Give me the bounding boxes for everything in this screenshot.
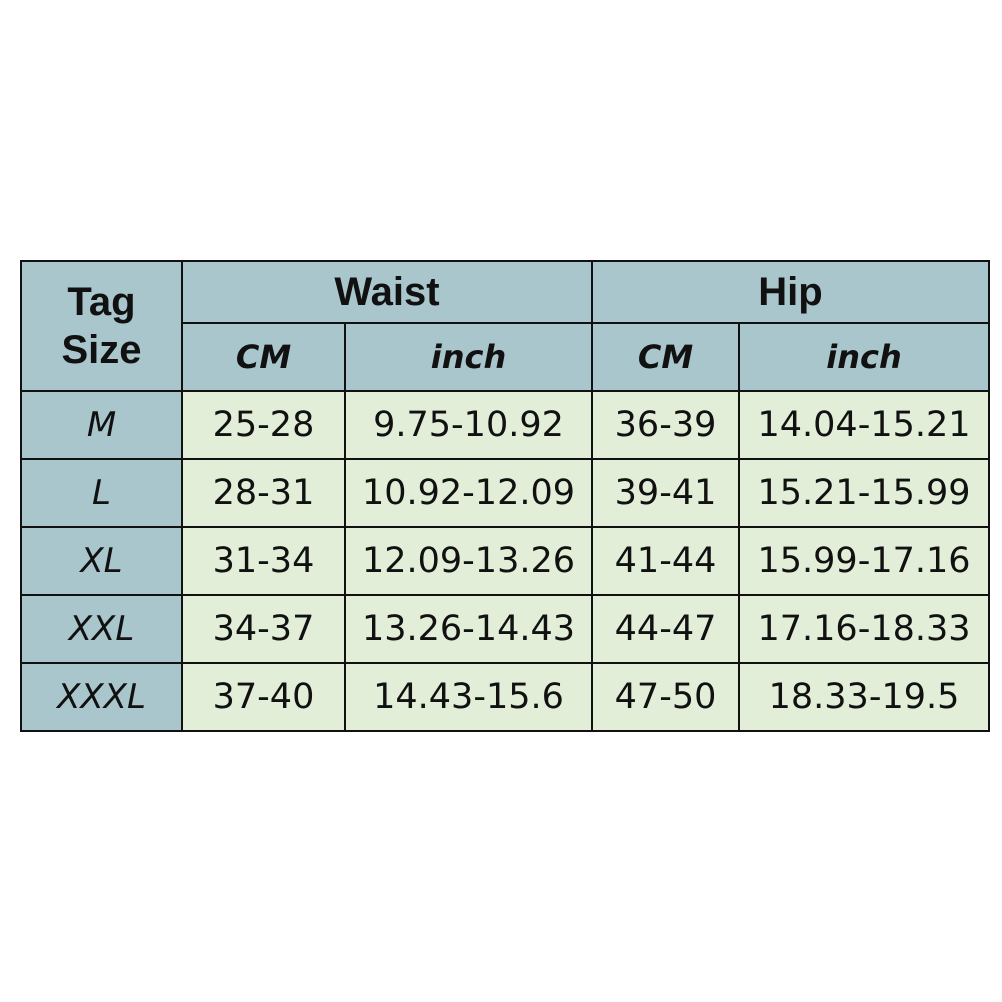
hip-cm-cell: 44-47 xyxy=(591,594,741,664)
waist-inch-cell: 9.75-10.92 xyxy=(343,390,594,460)
waist-cm-cell: 31-34 xyxy=(181,526,346,596)
hip-cm-cell: 39-41 xyxy=(591,458,741,528)
waist-cm-cell: 28-31 xyxy=(181,458,346,528)
hip-inch-cell: 17.16-18.33 xyxy=(738,594,991,664)
waist-inch-cell: 13.26-14.43 xyxy=(343,594,594,664)
waist-inch-cell: 14.43-15.6 xyxy=(343,662,594,732)
hip-inch-cell: 18.33-19.5 xyxy=(738,662,991,732)
table-row: XXL 34-37 13.26-14.43 44-47 17.16-18.33 xyxy=(20,594,991,664)
size-cell: M xyxy=(20,390,183,460)
hip-inch-cell: 14.04-15.21 xyxy=(738,390,991,460)
hip-cm-cell: 36-39 xyxy=(591,390,741,460)
hip-header: Hip xyxy=(591,260,991,324)
hip-cm-header: CM xyxy=(591,322,741,392)
waist-cm-header: CM xyxy=(181,322,346,392)
tag-size-line1: Tag xyxy=(67,280,136,324)
tag-size-line2: Size xyxy=(61,328,142,372)
hip-inch-cell: 15.99-17.16 xyxy=(738,526,991,596)
size-cell: XXXL xyxy=(20,662,183,732)
table-row: L 28-31 10.92-12.09 39-41 15.21-15.99 xyxy=(20,458,991,528)
size-chart-table: Tag Size Waist Hip CM inch CM inch M 25-28… xyxy=(20,260,991,732)
tag-size-header: Tag Size xyxy=(20,260,183,392)
table-row: XL 31-34 12.09-13.26 41-44 15.99-17.16 xyxy=(20,526,991,596)
waist-cm-cell: 34-37 xyxy=(181,594,346,664)
hip-cm-cell: 47-50 xyxy=(591,662,741,732)
waist-inch-header: inch xyxy=(343,322,594,392)
hip-inch-cell: 15.21-15.99 xyxy=(738,458,991,528)
table-row: XXXL 37-40 14.43-15.6 47-50 18.33-19.5 xyxy=(20,662,991,732)
waist-inch-cell: 10.92-12.09 xyxy=(343,458,594,528)
table-row: M 25-28 9.75-10.92 36-39 14.04-15.21 xyxy=(20,390,991,460)
size-cell: L xyxy=(20,458,183,528)
hip-cm-cell: 41-44 xyxy=(591,526,741,596)
waist-header: Waist xyxy=(180,260,594,324)
waist-cm-cell: 25-28 xyxy=(181,390,346,460)
waist-cm-cell: 37-40 xyxy=(181,662,346,732)
hip-inch-header: inch xyxy=(738,322,991,392)
waist-inch-cell: 12.09-13.26 xyxy=(343,526,594,596)
size-cell: XXL xyxy=(20,594,183,664)
size-cell: XL xyxy=(20,526,183,596)
